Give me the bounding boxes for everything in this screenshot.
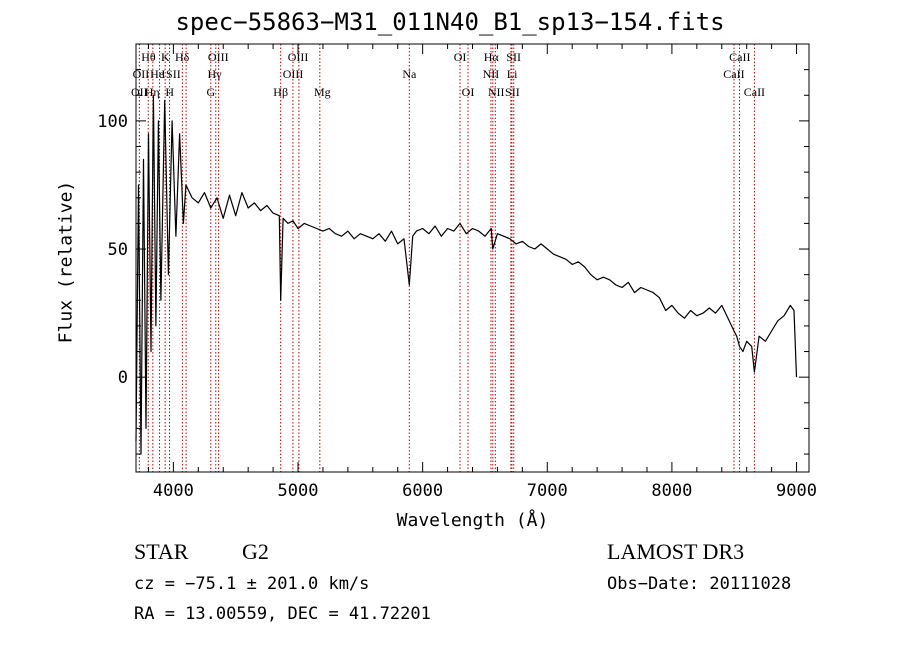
line-label: Hδ (175, 50, 190, 64)
spectral-class: STAR (134, 539, 189, 564)
series-line-spectrum (135, 94, 798, 455)
x-tick-label: 9000 (776, 481, 817, 501)
line-label: CaII (729, 50, 750, 64)
x-tick-label: 4000 (153, 481, 194, 501)
line-label: OI (454, 50, 467, 64)
line-label: Hβ (273, 85, 288, 99)
line-label: H (165, 85, 174, 99)
line-label: Na (402, 67, 417, 81)
line-label: Li (507, 67, 518, 81)
line-label: OI (462, 85, 475, 99)
observation-date: Obs−Date: 20111028 (607, 574, 792, 594)
line-label: K (161, 50, 170, 64)
ra-dec-coordinates: RA = 13.00559, DEC = 41.72201 (134, 604, 431, 624)
spectral-subclass: G2 (242, 539, 269, 564)
x-tick-label: 5000 (278, 481, 319, 501)
x-axis-label: Wavelength (Å) (396, 510, 549, 531)
line-label: SII (166, 67, 181, 81)
line-label: SII (505, 85, 520, 99)
line-label: Hθ (141, 50, 156, 64)
survey-name: LAMOST DR3 (607, 539, 745, 564)
line-label: NII (483, 67, 500, 81)
line-label: OII (131, 85, 148, 99)
line-label: Hα (484, 50, 500, 64)
line-label: CaII (723, 67, 744, 81)
x-tick-label: 7000 (527, 481, 568, 501)
line-label: Hγ (208, 67, 223, 81)
line-label: OII (133, 67, 150, 81)
line-label: I (161, 67, 165, 81)
x-tick-label: 6000 (402, 481, 443, 501)
y-tick-label: 0 (118, 368, 128, 388)
line-label: OIII (288, 50, 309, 64)
line-label: He (150, 67, 164, 81)
y-tick-label: 100 (97, 112, 128, 132)
line-label: OIII (283, 67, 304, 81)
plot-frame (135, 43, 810, 473)
line-label: CaII (744, 85, 765, 99)
y-axis-label: Flux (relative) (55, 180, 77, 344)
x-tick-label: 8000 (651, 481, 692, 501)
line-label: SII (506, 50, 521, 64)
line-label: G (206, 85, 215, 99)
redshift-velocity: cz = −75.1 ± 201.0 km/s (134, 574, 370, 594)
line-label: OIII (208, 50, 229, 64)
chart-title: spec−55863−M31_011N40_B1_sp13−154.fits (175, 8, 725, 36)
line-label: Hη (145, 85, 160, 99)
y-tick-label: 50 (108, 240, 128, 260)
line-label: Mg (314, 85, 331, 99)
line-label: NII (488, 85, 505, 99)
